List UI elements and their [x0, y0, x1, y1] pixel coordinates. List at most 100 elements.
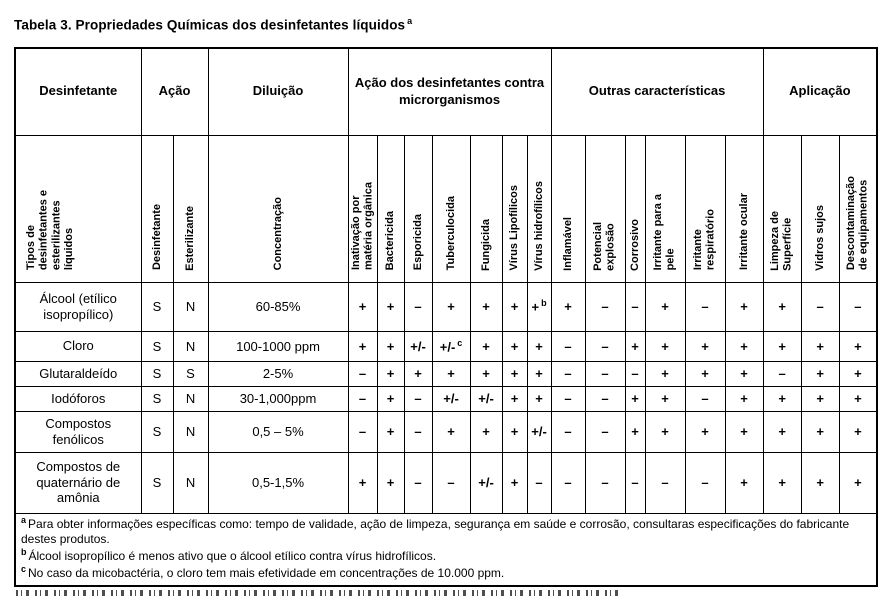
- value-cell: +: [644, 330, 686, 362]
- value-cell: +: [431, 360, 471, 387]
- column-header-label: Desinfetante: [150, 204, 163, 271]
- value-cell: +/-: [431, 385, 471, 412]
- value-cell: +: [526, 385, 552, 412]
- value-cell: –: [526, 451, 552, 514]
- column-header-cell: Concentração: [207, 134, 349, 283]
- footnote-marker: a: [21, 514, 27, 525]
- column-header-cell: Esterilizante: [172, 134, 209, 283]
- value-cell: S: [140, 281, 174, 332]
- value-cell: +: [469, 410, 503, 453]
- value-cell: 0,5-1,5%: [207, 451, 349, 514]
- group-header-cell: Desinfetante: [14, 47, 142, 136]
- value-cell: + b: [526, 281, 552, 332]
- value-cell: +: [644, 410, 686, 453]
- footnote-marker: b: [21, 546, 27, 557]
- value-cell: 60-85%: [207, 281, 349, 332]
- value-cell: +: [762, 330, 802, 362]
- column-header-cell: Bactericida: [376, 134, 405, 283]
- value-cell: +: [376, 385, 405, 412]
- value-cell: –: [584, 385, 626, 412]
- value-cell: +: [762, 281, 802, 332]
- column-header-cell: Irritante ocular: [724, 134, 764, 283]
- value-cell: +: [501, 330, 528, 362]
- column-header-label: Inativação por matéria orgânica: [349, 182, 375, 271]
- footnote-text: Para obter informações específicas como:…: [21, 516, 850, 546]
- row-label-cell: Compostos de quaternário de amônia: [14, 451, 142, 514]
- table-row: Glutaraldeído S S 2-5% – + + + + + + – – – + + + – + +: [14, 360, 878, 387]
- group-header-cell: Outras características: [550, 47, 764, 136]
- value-cell: –: [584, 281, 626, 332]
- value-cell: 100-1000 ppm: [207, 330, 349, 362]
- value-cell: +: [684, 410, 726, 453]
- value-cell: –: [800, 281, 840, 332]
- column-header-label: Esporicida: [411, 214, 424, 271]
- row-label-cell: Álcool (etílico isopropílico): [14, 281, 142, 332]
- value-cell: –: [584, 330, 626, 362]
- column-header-cell: Potencial explosão: [584, 134, 626, 283]
- value-cell: S: [140, 410, 174, 453]
- value-cell: +: [838, 360, 878, 387]
- column-header-cell: Irritante respiratório: [684, 134, 726, 283]
- value-cell: –: [644, 451, 686, 514]
- column-header-row: Tipos de desinfetantes e esterilizantes …: [14, 134, 878, 283]
- column-header-label: Potencial explosão: [592, 221, 618, 271]
- value-cell: +: [644, 281, 686, 332]
- table-row: Compostos fenólicos S N 0,5 – 5% – + – + + + +/- – –…: [14, 410, 878, 453]
- column-header-cell: Inflamável: [550, 134, 586, 283]
- group-header-cell: Ação: [140, 47, 209, 136]
- value-cell: N: [172, 281, 209, 332]
- value-cell: +: [347, 451, 378, 514]
- value-cell: +: [800, 330, 840, 362]
- column-header-label: Irritante para a pele: [652, 194, 678, 271]
- value-cell: +: [724, 281, 764, 332]
- column-header-label: Descontaminação de equipamentos: [845, 176, 870, 271]
- value-cell: +: [501, 360, 528, 387]
- value-cell: –: [838, 281, 878, 332]
- value-cell: –: [762, 360, 802, 387]
- value-cell: +: [724, 330, 764, 362]
- row-label-cell: Iodóforos: [14, 385, 142, 412]
- column-header-label: Limpeza de Superfície: [769, 210, 795, 271]
- column-header-cell: Vírus hidrofílicos: [526, 134, 552, 283]
- footnote-ref: c: [457, 337, 463, 348]
- value-cell: +: [376, 451, 405, 514]
- table-row: Cloro S N 100-1000 ppm + + +/- +/- c + + + – – + + + + + + +: [14, 330, 878, 362]
- value-cell: +: [431, 410, 471, 453]
- value-cell: +: [376, 281, 405, 332]
- column-header-cell: Vidros sujos: [800, 134, 840, 283]
- value-cell: +: [347, 330, 378, 362]
- cut-off-text-line: [16, 589, 620, 596]
- value-cell: +/-: [403, 330, 433, 362]
- table-row: Iodóforos S N 30-1,000ppm – + – +/- +/- + + – – + + – + +…: [14, 385, 878, 412]
- value-cell: –: [624, 281, 646, 332]
- value-cell: +: [762, 410, 802, 453]
- column-header-label: Vírus Lipofílicos: [508, 184, 521, 271]
- value-cell: +: [501, 410, 528, 453]
- value-cell: –: [347, 360, 378, 387]
- column-header-label: Vidros sujos: [813, 204, 826, 271]
- footnote-text: Álcool isopropílico é menos ativo que o …: [28, 548, 437, 563]
- value-cell: +/-: [526, 410, 552, 453]
- column-header-label: Fungicida: [479, 218, 492, 271]
- value-cell: +: [501, 281, 528, 332]
- value-cell: +: [800, 410, 840, 453]
- value-cell: +: [376, 330, 405, 362]
- value-cell: –: [550, 451, 586, 514]
- value-cell: +/-: [469, 385, 503, 412]
- value-cell: +: [724, 385, 764, 412]
- group-header-cell: Aplicação: [762, 47, 878, 136]
- column-header-label: Irritante respiratório: [692, 209, 718, 271]
- value-cell: 0,5 – 5%: [207, 410, 349, 453]
- value-cell: +: [838, 410, 878, 453]
- value-cell: N: [172, 410, 209, 453]
- value-cell: +: [624, 410, 646, 453]
- value-cell: +: [469, 330, 503, 362]
- value-cell: +: [501, 451, 528, 514]
- table-title-footnote-ref: a: [407, 16, 413, 26]
- value-cell: +: [684, 330, 726, 362]
- group-header-cell: Diluição: [207, 47, 349, 136]
- value-cell: +: [526, 330, 552, 362]
- value-cell: +: [800, 451, 840, 514]
- footnote-text: No caso da micobactéria, o cloro tem mai…: [28, 565, 505, 580]
